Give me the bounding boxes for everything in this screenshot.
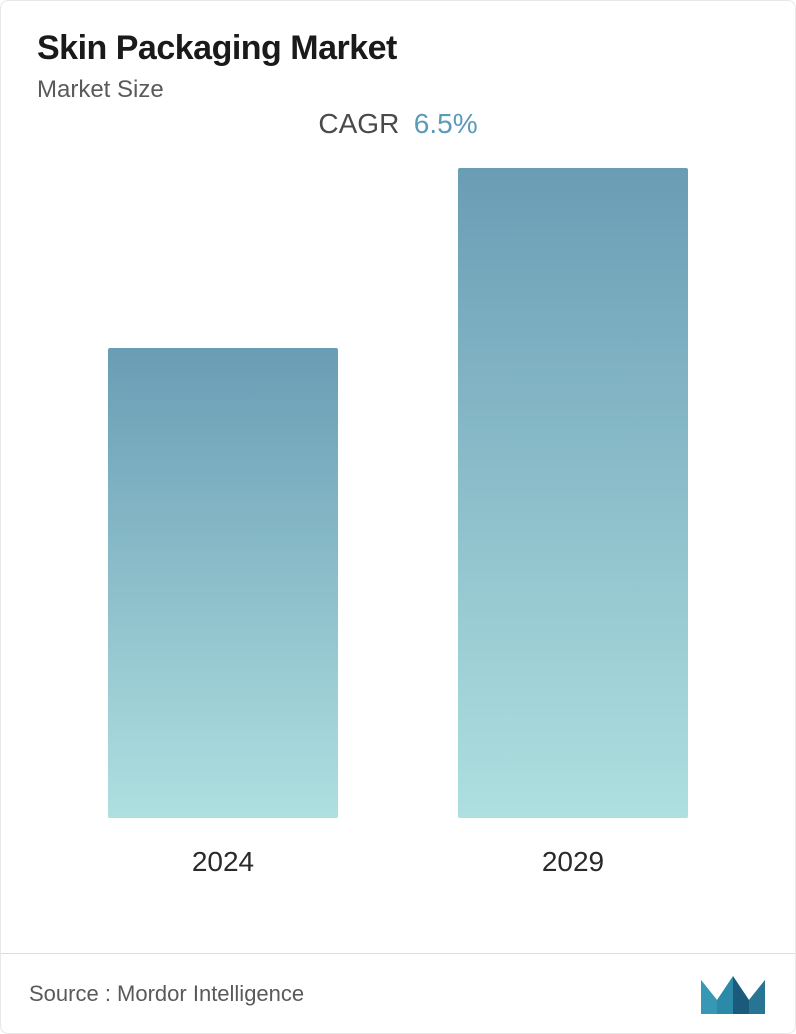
source-text: Source : Mordor Intelligence xyxy=(29,981,304,1007)
bar-group-1 xyxy=(458,168,688,818)
x-label-0: 2024 xyxy=(108,846,338,878)
footer: Source : Mordor Intelligence xyxy=(1,953,795,1033)
header: Skin Packaging Market Market Size CAGR 6… xyxy=(1,1,795,148)
bar-2024 xyxy=(108,348,338,818)
bar-group-0 xyxy=(108,348,338,818)
bars-container xyxy=(1,168,795,818)
bar-2029 xyxy=(458,168,688,818)
cagr-value: 6.5% xyxy=(414,108,478,139)
x-label-1: 2029 xyxy=(458,846,688,878)
chart-area: 2024 2029 xyxy=(1,168,795,888)
chart-subtitle: Market Size xyxy=(37,76,759,104)
mordor-logo-icon xyxy=(699,972,767,1016)
x-axis-labels: 2024 2029 xyxy=(1,846,795,878)
chart-title: Skin Packaging Market xyxy=(37,29,759,68)
cagr-label: CAGR xyxy=(318,108,399,139)
cagr-row: CAGR 6.5% xyxy=(37,108,759,140)
